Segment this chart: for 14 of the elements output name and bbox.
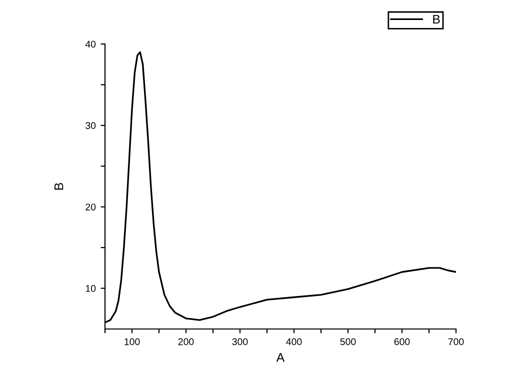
legend-label: B	[433, 14, 440, 24]
x-tick-label: 300	[232, 338, 248, 346]
x-tick-label: 400	[286, 338, 302, 346]
y-tick-label: 20	[86, 204, 96, 210]
y-tick-label: 10	[86, 285, 96, 292]
x-tick-label: 500	[340, 338, 356, 346]
x-tick-label: 200	[178, 338, 194, 346]
y-axis-title: B	[54, 182, 64, 190]
y-tick-label: 40	[85, 40, 96, 48]
x-tick-label: 600	[394, 338, 410, 346]
x-tick-label: 100	[124, 338, 140, 346]
x-tick-label: 700	[448, 338, 464, 346]
x-axis-title: A	[276, 353, 285, 362]
y-tick-label: 30	[86, 122, 96, 130]
